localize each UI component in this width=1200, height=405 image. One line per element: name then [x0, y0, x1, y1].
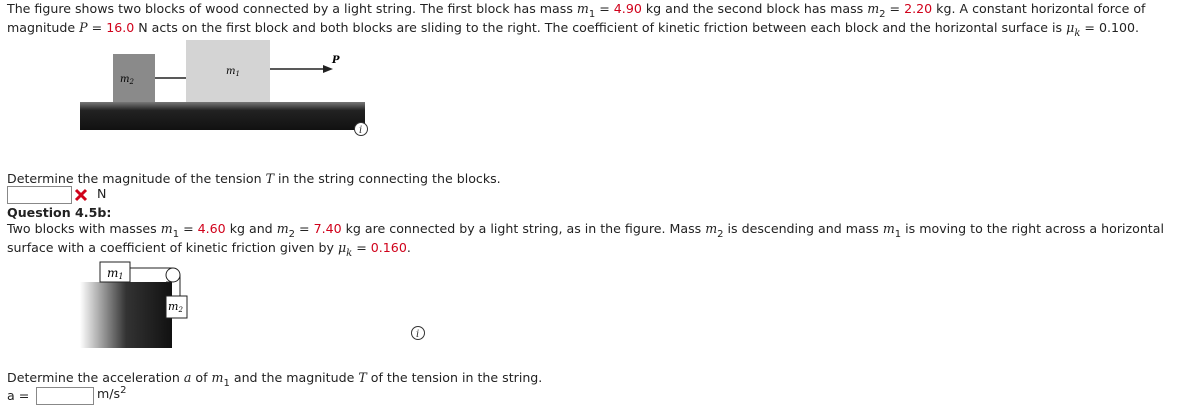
subscript: k [1074, 28, 1081, 39]
text: kg and the second block has mass [641, 1, 868, 16]
heading: Question 4.5b: [7, 205, 112, 220]
subscript: 1 [172, 229, 180, 240]
subscript: 2 [717, 229, 724, 240]
answer-label: a = [7, 388, 30, 403]
text: of the tension in the string. [366, 370, 543, 385]
value: 0.100 [1098, 20, 1135, 35]
problem-a-text: The figure shows two blocks of wood conn… [7, 0, 1200, 39]
label-m: m [107, 266, 118, 280]
text: = [295, 221, 314, 236]
label: m2 [168, 300, 183, 314]
unit-text: m/s [97, 386, 121, 401]
symbol: m [576, 1, 589, 16]
symbol: m [705, 221, 718, 236]
text: N acts on the first block and both block… [134, 20, 1067, 35]
text: = [352, 240, 371, 255]
arrowhead [323, 65, 333, 73]
text: is descending and mass [723, 221, 883, 236]
symbol: μ [1066, 20, 1075, 35]
symbol: m [276, 221, 289, 236]
subscript: 1 [588, 9, 596, 20]
text: Determine the acceleration [7, 370, 184, 385]
text: . [1135, 20, 1140, 35]
answer-input[interactable] [36, 387, 94, 405]
text: = [179, 221, 198, 236]
block-m1 [186, 40, 270, 102]
symbol: m [160, 221, 173, 236]
symbol: P [79, 20, 88, 35]
symbol: T [358, 370, 367, 385]
label: m1 [226, 66, 240, 78]
problem-b-text: Two blocks with masses m1 = 4.60 kg and … [7, 219, 1200, 259]
label-force: P [331, 55, 340, 66]
text: is moving to the right across a horizont… [7, 221, 1164, 255]
info-i: i [359, 125, 362, 136]
subscript: 2 [879, 9, 886, 20]
text: and the magnitude [229, 370, 359, 385]
block-m2 [113, 54, 155, 102]
label-m: m [226, 66, 235, 77]
text: . [406, 240, 411, 255]
label-sub: 1 [118, 272, 123, 281]
info-icon[interactable] [411, 326, 425, 340]
subscript: 1 [894, 229, 902, 240]
block-m1 [99, 261, 131, 283]
surface [80, 102, 365, 130]
text: Two blocks with masses [7, 221, 161, 236]
answer-input[interactable] [7, 186, 72, 204]
wrong-icon [74, 188, 88, 202]
info-icon[interactable] [354, 122, 368, 136]
text: = [87, 20, 107, 35]
table [80, 282, 172, 348]
symbol: T [265, 171, 275, 186]
symbol: m [882, 221, 895, 236]
unit: m/s2 [97, 385, 127, 402]
unit: N [97, 186, 107, 201]
text: = [885, 1, 905, 16]
text: of [191, 370, 212, 385]
value: 0.160 [370, 240, 407, 255]
question-b: Determine the acceleration a of m1 and t… [7, 368, 543, 389]
text: = [1080, 20, 1099, 35]
text: in the string connecting the blocks. [274, 171, 501, 186]
label-m: m [168, 300, 178, 313]
value: 2.20 [904, 1, 933, 16]
pulley [165, 267, 181, 283]
value: 7.40 [313, 221, 342, 236]
symbol: m [867, 1, 880, 16]
label-m: m [120, 74, 129, 85]
text: = [595, 1, 614, 16]
label-sub: 2 [128, 78, 134, 86]
label: m1 [107, 266, 123, 281]
text: Determine the magnitude of the tension [7, 171, 266, 186]
figure-b: m1 m2 i [80, 261, 425, 348]
unit-exponent: 2 [120, 385, 127, 396]
text: The figure shows two blocks of wood conn… [7, 1, 577, 16]
info-i: i [416, 329, 419, 340]
figure-a: m2 m1 P i [80, 40, 368, 136]
block-m2 [165, 295, 188, 319]
label-sub: 2 [177, 306, 183, 314]
subscript: 1 [223, 378, 230, 389]
symbol: a [183, 370, 192, 385]
label-sub: 1 [235, 70, 239, 78]
value: 4.60 [197, 221, 226, 236]
subscript: 2 [288, 229, 296, 240]
value: 16.0 [106, 20, 135, 35]
symbol: μ [337, 240, 347, 255]
label: m2 [120, 74, 134, 86]
text: kg are connected by a light string, as i… [341, 221, 706, 236]
text: kg and [225, 221, 277, 236]
symbol: m [211, 370, 224, 385]
value: 4.90 [613, 1, 642, 16]
text: kg. A constant horizontal force of magni… [7, 1, 1146, 35]
question-a: Determine the magnitude of the tension T… [7, 169, 501, 188]
subscript: k [346, 248, 353, 259]
